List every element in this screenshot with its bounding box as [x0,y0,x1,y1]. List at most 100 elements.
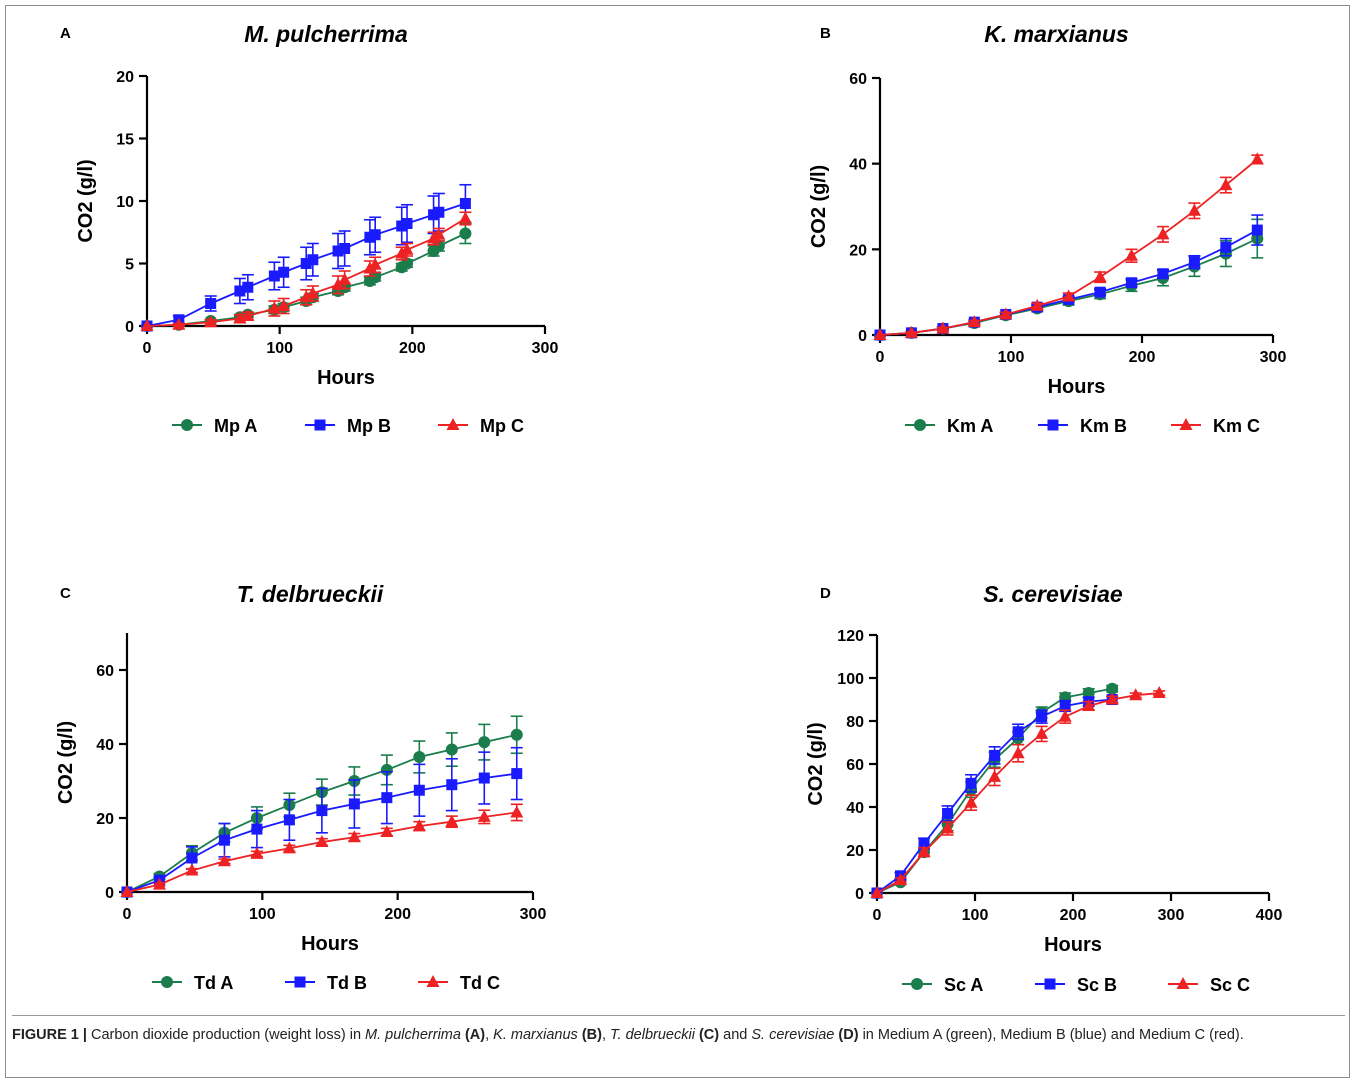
data-point [478,772,490,784]
data-point [1106,682,1119,695]
data-point [1105,692,1119,705]
figure-caption: FIGURE 1 | Carbon dioxide production (we… [12,1025,1337,1046]
data-point [282,841,296,854]
data-point [278,266,290,278]
chart-svg: C T. delbrueckii 0 100 200 300 0 20 40 60 Hours CO2… [55,581,546,993]
legend-label: Sc A [944,975,983,995]
data-point [445,814,459,827]
data-point [1187,203,1201,216]
caption-species-d: S. cerevisiae [751,1027,835,1043]
data-point [316,805,328,817]
data-point [873,328,887,340]
data-point [1156,227,1170,240]
chart-title: S. cerevisiae [983,581,1123,607]
legend-marker [161,976,173,988]
data-point [401,218,413,229]
data-point [380,825,394,838]
data-point [234,285,246,297]
data-point [413,784,425,796]
chart-panel-b: B K. marxianus 0 100 200 300 0 20 40 60 Hours CO2 (… [780,10,1350,450]
series-mp-c [140,211,472,331]
y-tick-label: 60 [846,757,864,774]
caption-label: FIGURE 1 | [12,1027,87,1043]
data-point [1188,256,1200,268]
panel-letter: B [820,25,831,42]
x-axis-title: Hours [317,367,375,389]
y-tick-label: 40 [846,800,864,817]
legend-label: Td A [194,973,233,993]
data-point [427,231,441,244]
data-point [251,823,263,835]
y-tick-label: 15 [116,132,134,149]
data-point [332,245,344,257]
data-point [1152,686,1166,699]
series-mp-b [141,183,472,332]
chart-title: K. marxianus [984,21,1128,47]
legend-marker [1044,978,1056,990]
chart-svg: A M. pulcherrima 0 100 200 300 0 5 10 15 20 Hours CO… [60,21,559,436]
x-tick-label: 0 [873,907,882,924]
series-line [146,217,466,327]
data-point [152,877,166,890]
legend-label: Km A [947,416,993,436]
data-point [965,777,977,789]
data-point [894,873,908,886]
x-tick-label: 300 [1158,907,1185,924]
data-point [446,779,458,791]
x-tick-label: 200 [1129,349,1156,366]
data-point [445,743,458,756]
data-point [306,286,320,299]
y-tick-label: 20 [116,69,134,86]
data-point [205,298,217,309]
legend-marker [911,978,923,990]
x-tick-label: 100 [249,906,276,923]
y-axis-title: CO2 (g/l) [808,165,830,248]
caption-ref-d: (D) [834,1027,859,1043]
data-point [1059,700,1071,712]
caption-text: in Medium A (green), Medium B (blue) and… [858,1027,1244,1043]
legend-label: Km C [1213,416,1260,436]
x-tick-label: 0 [876,349,885,366]
legend-label: Td C [460,973,500,993]
data-point [1035,726,1049,739]
y-tick-label: 20 [96,811,114,828]
y-tick-label: 40 [849,157,867,174]
data-point [1036,711,1048,723]
series-line [879,229,1258,336]
chart-title: M. pulcherrima [244,21,408,47]
data-point [140,319,154,331]
series-sc-b [871,694,1119,899]
caption-ref-b: (B) [577,1027,602,1043]
panel-letter: A [60,25,71,42]
data-point [250,846,264,859]
x-tick-label: 300 [532,340,559,357]
caption-ref-c: (C) [694,1027,720,1043]
data-point [510,728,523,741]
caption-separator: , [485,1027,494,1043]
data-point [1157,268,1169,280]
data-point [347,830,361,843]
caption-divider [12,1015,1345,1016]
chart-title: T. delbrueckii [237,581,384,607]
data-point [242,281,254,293]
data-point [918,838,930,850]
data-point [1129,688,1143,701]
data-point [1012,726,1024,738]
legend-label: Td B [327,973,367,993]
y-tick-label: 20 [846,843,864,860]
data-point [395,246,409,259]
data-point [268,270,280,282]
data-point [363,261,377,274]
data-point [988,769,1002,782]
data-point [400,242,414,255]
caption-species-a: M. pulcherrima [365,1027,461,1043]
data-point [283,814,295,826]
y-tick-label: 10 [116,194,134,211]
data-point [1126,277,1138,289]
data-point [1220,241,1232,253]
legend-label: Km B [1080,416,1127,436]
series-km-c [873,152,1264,340]
x-tick-label: 200 [1060,907,1087,924]
data-point [459,227,472,240]
data-point [1082,687,1095,700]
